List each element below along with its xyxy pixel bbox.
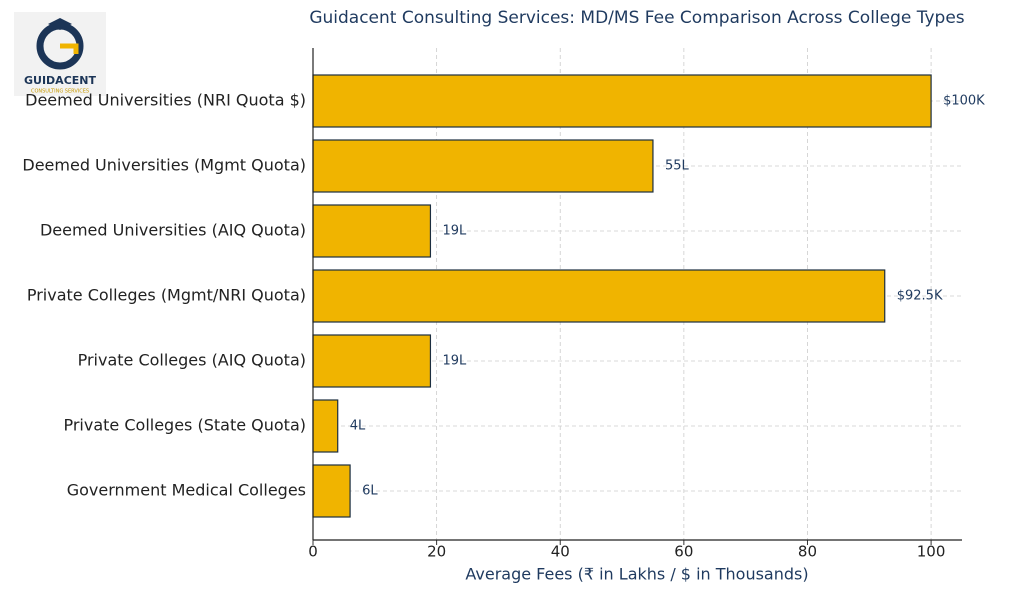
value-label: $92.5K: [897, 289, 943, 304]
y-tick-label: Private Colleges (Mgmt/NRI Quota): [27, 286, 306, 305]
value-label: 4L: [350, 419, 366, 434]
logo-cap: [48, 18, 72, 30]
value-label: $100K: [943, 94, 985, 109]
value-label: 19L: [442, 224, 467, 239]
bar: [312, 204, 432, 258]
x-axis-label: Average Fees (₹ in Lakhs / $ in Thousand…: [465, 565, 808, 584]
y-tick-label: Private Colleges (AIQ Quota): [78, 351, 306, 370]
value-label: 6L: [362, 484, 378, 499]
bar: [312, 269, 886, 323]
logo-tagline: CONSULTING SERVICES: [31, 89, 89, 95]
logo-name: GUIDACENT: [24, 74, 96, 87]
y-tick-label: Private Colleges (State Quota): [63, 416, 306, 435]
y-tick-label: Government Medical Colleges: [67, 481, 306, 500]
bar: [312, 464, 351, 518]
x-tick-label: 60: [674, 543, 693, 561]
y-tick-label: Deemed Universities (NRI Quota $): [25, 91, 306, 110]
y-tick-label: Deemed Universities (AIQ Quota): [40, 221, 306, 240]
x-tick-label: 0: [308, 543, 318, 561]
bar: [312, 399, 339, 453]
x-tick-label: 100: [917, 543, 946, 561]
bar: [312, 139, 654, 193]
y-tick-label: Deemed Universities (Mgmt Quota): [22, 156, 306, 175]
bar: [312, 74, 932, 128]
value-label: 19L: [442, 354, 467, 369]
logo: GUIDACENT CONSULTING SERVICES: [14, 12, 106, 96]
x-tick-label: 20: [427, 543, 446, 561]
logo-g: [60, 43, 79, 54]
chart-title: Guidacent Consulting Services: MD/MS Fee…: [309, 8, 964, 28]
x-tick-label: 40: [551, 543, 570, 561]
value-label: 55L: [665, 159, 690, 174]
bar: [312, 334, 432, 388]
x-tick-label: 80: [798, 543, 817, 561]
